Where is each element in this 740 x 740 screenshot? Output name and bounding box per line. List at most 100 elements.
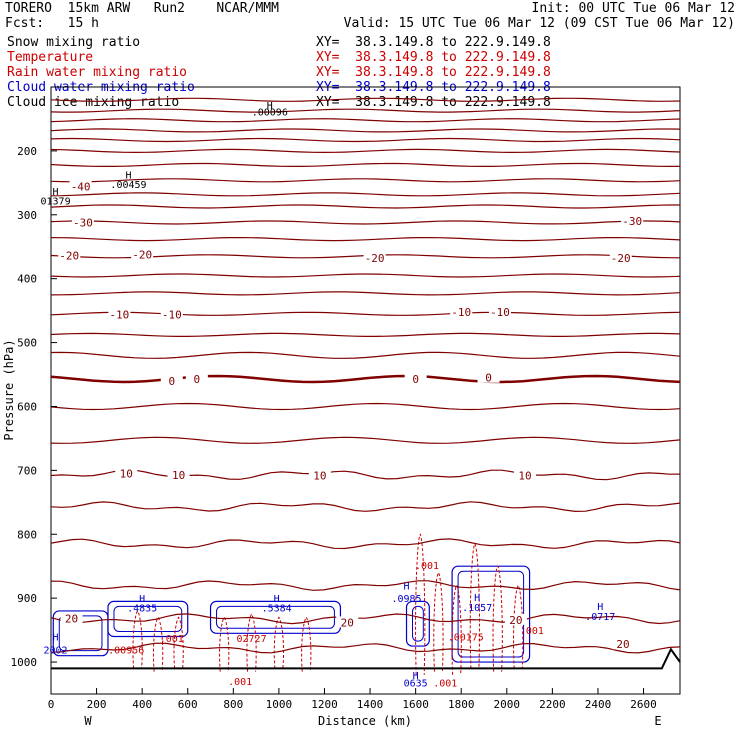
temperature-contour	[50, 436, 681, 444]
temperature-contour	[50, 118, 681, 123]
cloud-water-contour-inner	[412, 605, 424, 642]
cloud-water-contour	[451, 565, 531, 663]
y-tick-label: 400	[17, 273, 37, 286]
temperature-contour-label: -10	[162, 308, 182, 321]
legend-rain-label: Rain water mixing ratio	[7, 65, 188, 80]
contour-label-bg	[131, 248, 154, 260]
contour-label-bg	[609, 252, 632, 264]
x-tick-label: 2200	[539, 698, 566, 711]
temperature-contour-label: -40	[71, 181, 91, 194]
legend-snow-label: Snow mixing ratio	[7, 35, 141, 50]
terrain-layer	[51, 647, 681, 670]
temperature-contour-label: 0	[168, 375, 175, 388]
x-tick-label: 600	[178, 698, 198, 711]
legend-rain-xy: XY= 38.3.149.8 to 222.9.149.8	[316, 65, 551, 80]
temperature-contour	[50, 332, 681, 337]
temperature-contour	[50, 580, 681, 591]
maximum-label: 0635	[404, 678, 428, 689]
maximum-label: H	[413, 671, 419, 682]
y-tick-label: 200	[17, 145, 37, 158]
y-tick-label: 500	[17, 337, 37, 350]
rain-contour	[451, 584, 462, 675]
y-tick-label: 900	[17, 592, 37, 605]
y-tick-label: 700	[17, 464, 37, 477]
temperature-contour-label: -10	[490, 306, 510, 319]
y-axis-label: Pressure (hPa)	[2, 339, 16, 440]
contour-label-bg	[60, 612, 83, 624]
maximum-label: .00096	[252, 107, 288, 118]
temperature-contour	[50, 402, 681, 411]
cloud-water-contour	[107, 600, 189, 638]
temperature-contour	[50, 642, 681, 654]
maximum-label: .1057	[462, 603, 492, 614]
contour-label-bg	[450, 305, 473, 317]
contour-label-bg	[621, 215, 644, 227]
temperature-contour	[50, 374, 681, 384]
temperature-contour	[50, 291, 681, 296]
x-tick-label: 800	[223, 698, 243, 711]
temperature-contour	[50, 220, 681, 225]
contour-label-bg	[514, 469, 537, 481]
contour-label-bg	[336, 616, 359, 628]
contour-label-bg	[308, 469, 331, 481]
maximum-label: H	[139, 594, 145, 605]
temperature-contour	[50, 538, 681, 550]
x-tick-label: 2400	[585, 698, 612, 711]
valid-time: Valid: 15 UTC Tue 06 Mar 12 (09 CST Tue …	[343, 16, 735, 31]
legend-temperature-label: Temperature	[7, 50, 94, 65]
maximum-label: .00956	[108, 645, 144, 656]
maximum-label: .00175	[448, 632, 484, 643]
x-tick-label: 1800	[448, 698, 475, 711]
temperature-contour-label: 20	[341, 616, 354, 629]
maximum-label: .001	[415, 561, 439, 572]
contour-label-bg	[185, 372, 208, 384]
cloud-water-contour	[52, 610, 109, 657]
west-label: W	[84, 714, 92, 728]
y-tick-label: 600	[17, 400, 37, 413]
rain-contour	[415, 533, 426, 675]
x-tick-label: 200	[87, 698, 107, 711]
x-axis-label: Distance (km)	[318, 714, 412, 728]
y-tick-label: 1000	[11, 656, 38, 669]
contour-label-bg	[404, 372, 427, 384]
temperature-contour	[50, 97, 681, 102]
rain-contour	[219, 616, 230, 672]
maximum-label: H	[125, 171, 131, 182]
temperature-contour	[50, 204, 680, 209]
contour-label-bg	[504, 613, 527, 625]
temperature-contour-label: -20	[132, 248, 152, 261]
init-time: Init: 00 UTC Tue 06 Mar 12	[531, 1, 736, 16]
temperature-contour	[50, 148, 681, 154]
annotation-layer: -40 -30 -30 -20 -20 -20 -20 -10 -10 -10 -10 0 0 0 0 10 1…	[41, 101, 644, 689]
maximum-label: .00459	[110, 180, 146, 191]
temperature-contour	[50, 501, 681, 513]
temperature-contour-label: -10	[451, 306, 471, 319]
maximum-label: 01379	[41, 197, 71, 208]
plot-frame	[50, 86, 681, 695]
temperature-contour-label: 20	[509, 614, 522, 627]
y-tick-label: 800	[17, 528, 37, 541]
maximum-label: .001	[160, 634, 184, 645]
x-tick-label: 2000	[494, 698, 521, 711]
run-title: TORERO 15km ARW Run2 NCAR/MMM	[5, 1, 279, 16]
x-tick-label: 1000	[266, 698, 293, 711]
maximum-label: .0717	[585, 612, 615, 623]
contour-label-bg	[69, 180, 92, 192]
maximum-label: .001	[520, 626, 544, 637]
contour-label-bg	[58, 249, 81, 261]
rain-contour	[173, 616, 184, 669]
temperature-contour-label: 0	[412, 373, 419, 386]
rain-contour	[433, 571, 444, 672]
temperature-contour	[50, 613, 681, 625]
temperature-contour-label: -20	[611, 252, 631, 265]
maximum-label: H	[267, 101, 273, 112]
legend-temperature-xy: XY= 38.3.149.8 to 222.9.149.8	[316, 50, 551, 65]
temperature-contour	[50, 469, 681, 481]
contour-label-bg	[71, 216, 94, 228]
maximum-label: .4835	[127, 604, 157, 615]
temperature-contour-label: 0	[194, 373, 201, 386]
x-tick-label: 1600	[402, 698, 429, 711]
rain-contour	[152, 616, 164, 672]
temperature-contour-label: -30	[622, 215, 642, 228]
rain-contour	[273, 616, 285, 669]
